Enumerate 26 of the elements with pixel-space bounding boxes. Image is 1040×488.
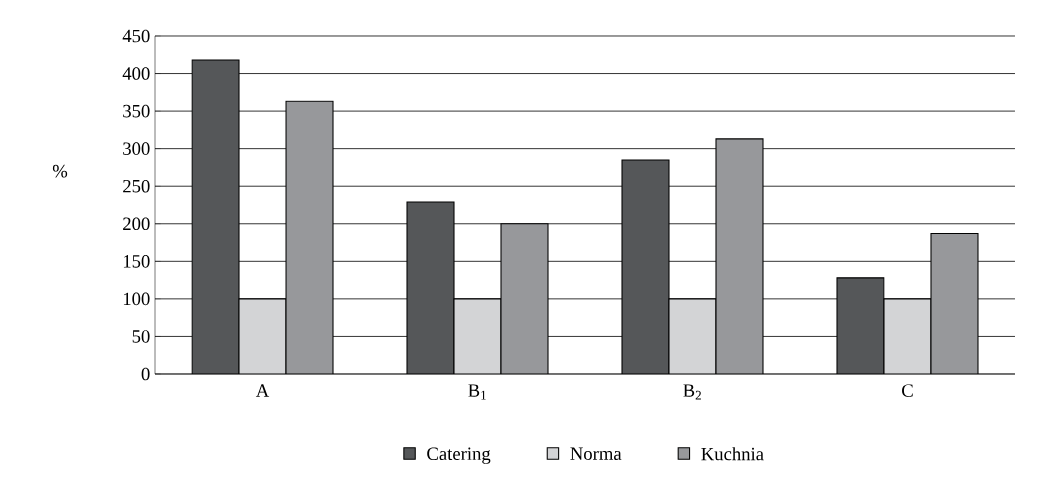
y-axis-title: % bbox=[52, 164, 68, 178]
y-tick-label: 100 bbox=[123, 292, 150, 306]
legend-label: Kuchnia bbox=[701, 447, 764, 461]
x-tick-label: B$_{1}$ bbox=[468, 384, 486, 400]
bar bbox=[285, 100, 334, 374]
y-tick-label: 250 bbox=[123, 179, 150, 193]
bar bbox=[500, 223, 549, 374]
bar bbox=[668, 298, 717, 374]
bar bbox=[453, 298, 502, 374]
y-tick-label: 450 bbox=[122, 29, 150, 43]
y-tick-label: 400 bbox=[122, 67, 150, 80]
y-tick-label: 300 bbox=[123, 142, 150, 155]
bar bbox=[715, 138, 764, 374]
legend-label: Catering bbox=[427, 447, 491, 464]
x-tick-label: C bbox=[902, 384, 913, 397]
y-tick-label: 150 bbox=[123, 255, 150, 268]
bar bbox=[930, 232, 979, 374]
x-tick-label: A bbox=[255, 384, 270, 397]
legend-label: Norma bbox=[570, 447, 622, 460]
y-tick-label: 350 bbox=[123, 104, 150, 118]
bar bbox=[238, 298, 287, 374]
y-tick-label: 200 bbox=[123, 217, 150, 231]
x-tick-label: B$_{2}$ bbox=[683, 384, 701, 400]
y-tick-label: 0 bbox=[141, 367, 150, 381]
bar bbox=[883, 298, 932, 374]
y-tick-label: 50 bbox=[132, 330, 150, 343]
